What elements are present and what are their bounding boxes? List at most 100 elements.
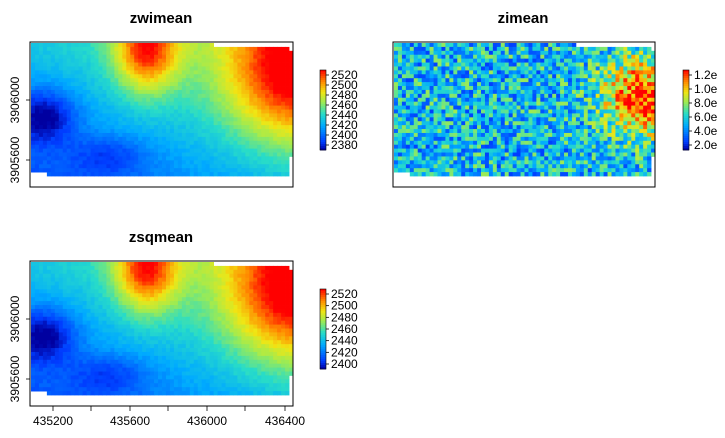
heatmap-cell	[197, 152, 203, 157]
heatmap-cell	[134, 148, 139, 153]
heatmap-cell	[193, 93, 199, 99]
heatmap-cell	[591, 66, 597, 71]
heatmap-cell	[50, 160, 56, 165]
heatmap-cell	[429, 105, 434, 110]
heatmap-cell	[289, 269, 294, 275]
heatmap-cell	[461, 125, 466, 130]
heatmap-cell	[583, 78, 589, 83]
heatmap-cell	[50, 105, 56, 110]
heatmap-cell	[193, 101, 199, 106]
heatmap-cell	[50, 125, 56, 130]
heatmap-cell	[285, 70, 290, 75]
heatmap-cell	[544, 101, 549, 106]
heatmap-cell	[269, 113, 274, 118]
heatmap-cell	[201, 62, 207, 67]
heatmap-cell	[90, 105, 95, 110]
heatmap-cell	[512, 50, 517, 56]
heatmap-cell	[114, 277, 119, 282]
heatmap-cell	[229, 50, 234, 56]
heatmap-cell	[162, 46, 167, 52]
heatmap-cell	[635, 117, 640, 122]
heatmap-cell	[273, 70, 278, 75]
heatmap-cell	[556, 74, 561, 79]
heatmap-cell	[94, 132, 99, 138]
heatmap-cell	[205, 285, 211, 290]
heatmap-cell	[544, 121, 549, 126]
heatmap-cell	[154, 285, 159, 290]
colorbar-swatch	[320, 70, 326, 73]
heatmap-cell	[512, 82, 517, 87]
heatmap-cell	[122, 66, 127, 71]
heatmap-cell	[488, 117, 494, 122]
heatmap-cell	[429, 140, 434, 146]
heatmap-cell	[201, 152, 207, 157]
colorbar-frame	[682, 69, 690, 151]
heatmap-cell	[169, 46, 175, 52]
heatmap-cell	[635, 50, 640, 56]
heatmap-cell	[102, 156, 107, 161]
heatmap-cell	[106, 125, 111, 130]
heatmap-cell	[58, 43, 64, 48]
heatmap-cell	[34, 265, 40, 271]
heatmap-cell	[233, 164, 238, 169]
heatmap-cell	[512, 144, 517, 150]
heatmap-cell	[560, 54, 565, 60]
heatmap-cell	[409, 101, 415, 106]
heatmap-cell	[146, 78, 151, 83]
heatmap-cell	[449, 109, 454, 114]
heatmap-cell	[583, 46, 589, 52]
heatmap-cell	[477, 144, 482, 150]
heatmap-cell	[564, 144, 569, 150]
heatmap-cell	[98, 164, 103, 169]
heatmap-cell	[643, 54, 648, 60]
heatmap-cell	[122, 277, 127, 282]
heatmap-cell	[122, 125, 127, 130]
heatmap-cell	[154, 136, 159, 142]
heatmap-cell	[651, 125, 656, 130]
heatmap-cell	[453, 105, 458, 110]
heatmap-cell	[185, 140, 191, 146]
heatmap-cell	[575, 74, 581, 79]
heatmap-cell	[285, 46, 290, 52]
heatmap-cell	[197, 121, 203, 126]
heatmap-cell	[643, 132, 648, 138]
heatmap-cell	[189, 160, 195, 165]
heatmap-cell	[560, 78, 565, 83]
heatmap-cell	[599, 70, 604, 75]
heatmap-cell	[86, 54, 91, 60]
heatmap-cell	[138, 62, 143, 67]
heatmap-cell	[253, 168, 258, 173]
heatmap-cell	[583, 62, 589, 67]
heatmap-cell	[595, 156, 601, 161]
heatmap-cell	[54, 125, 60, 130]
heatmap-cell	[54, 265, 60, 271]
heatmap-cell	[257, 121, 262, 126]
heatmap-cell	[54, 117, 60, 122]
heatmap-cell	[500, 101, 506, 106]
heatmap-cell	[146, 97, 151, 103]
heatmap-cell	[394, 109, 399, 114]
heatmap-cell	[54, 121, 60, 126]
heatmap-cell	[154, 125, 159, 130]
heatmap-cell	[394, 101, 399, 106]
heatmap-cell	[189, 74, 195, 79]
heatmap-cell	[217, 46, 222, 52]
heatmap-cell	[500, 82, 506, 87]
heatmap-cell	[429, 62, 434, 67]
heatmap-cell	[257, 125, 262, 130]
heatmap-cell	[285, 74, 290, 79]
heatmap-cell	[90, 164, 95, 169]
heatmap-cell	[508, 97, 514, 103]
heatmap-cell	[181, 285, 187, 290]
heatmap-cell	[615, 70, 620, 75]
heatmap-cell	[615, 101, 620, 106]
heatmap-cell	[94, 86, 99, 91]
heatmap-cell	[46, 105, 52, 110]
heatmap-cell	[285, 172, 290, 177]
heatmap-cell	[165, 129, 171, 134]
heatmap-cell	[169, 66, 175, 71]
heatmap-cell	[524, 148, 529, 153]
heatmap-cell	[54, 136, 60, 142]
heatmap-cell	[619, 93, 624, 99]
heatmap-cell	[532, 86, 537, 91]
